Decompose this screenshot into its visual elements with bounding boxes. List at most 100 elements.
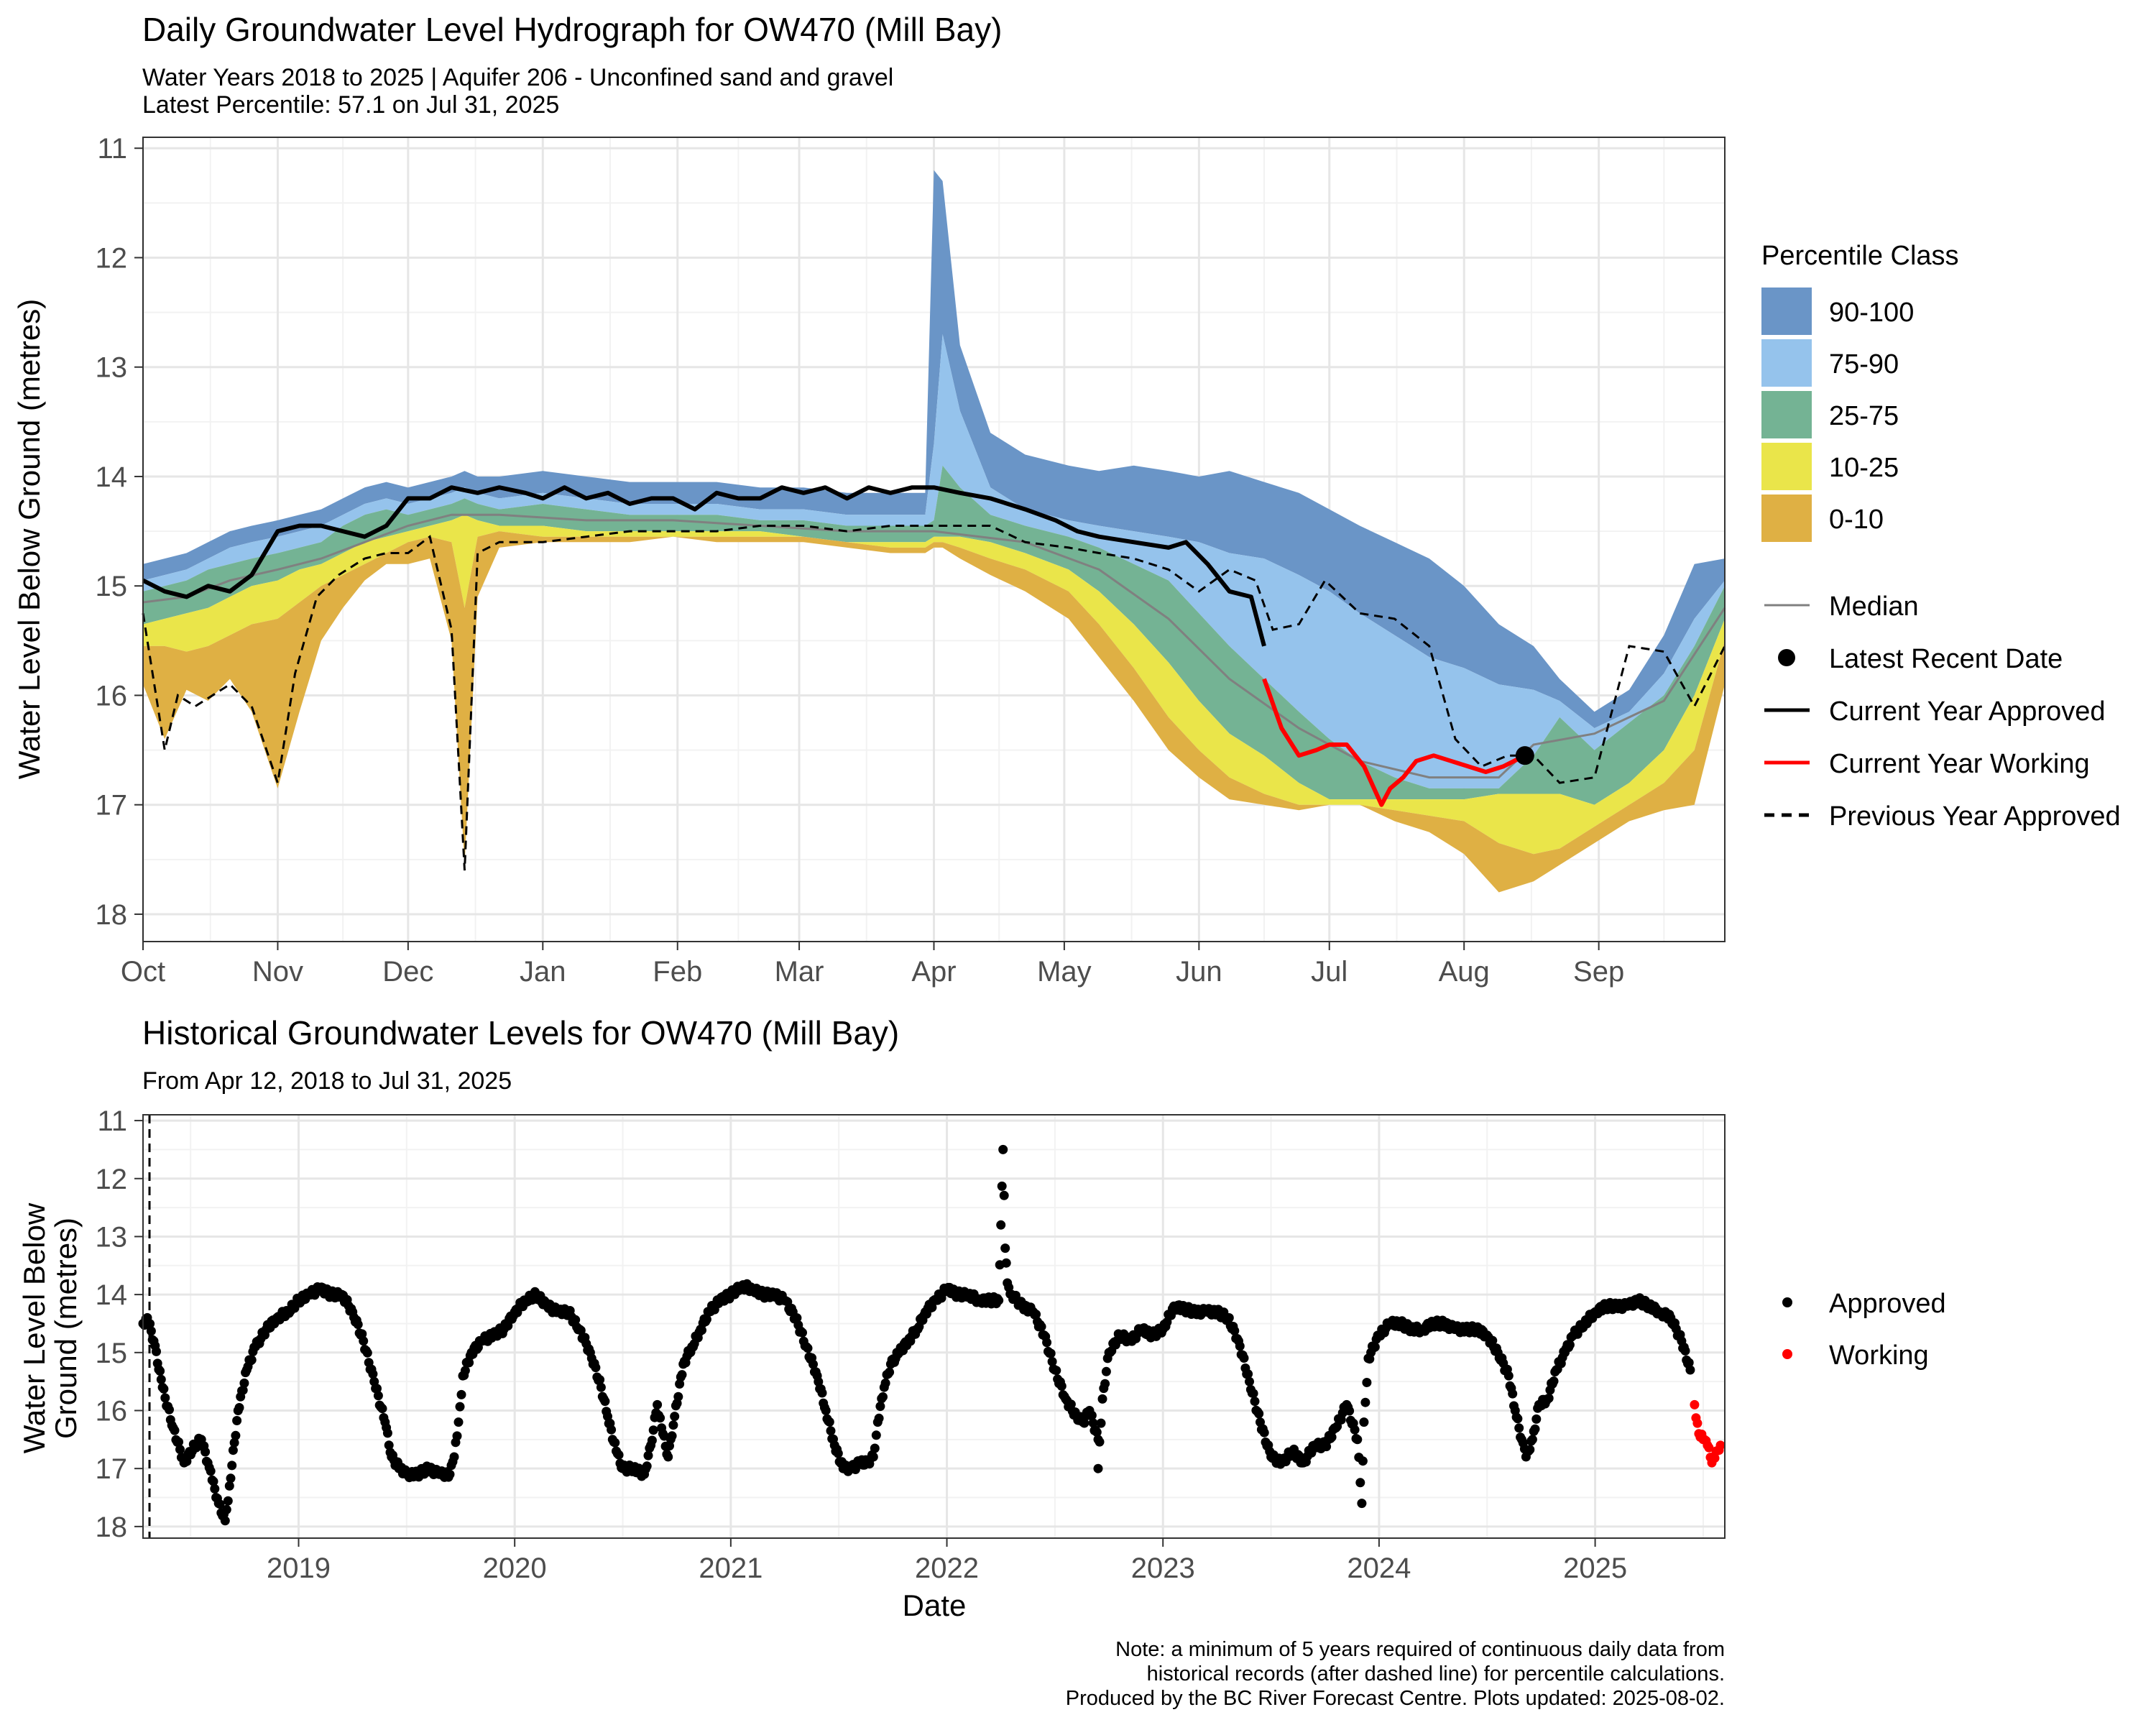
approved-point: [224, 1481, 234, 1491]
legend-label-10-25: 10-25: [1829, 453, 1899, 483]
approved-point: [229, 1438, 239, 1448]
footnote-line-3: Produced by the BC River Forecast Centre…: [1065, 1687, 1725, 1710]
legend-swatch-25-75: [1761, 391, 1812, 438]
hydrograph-panel: Oct Nov Dec Jan Feb Mar Apr May Jun Jul Aug Sep 111…: [12, 133, 1726, 988]
percentile-bands: [143, 170, 1725, 893]
approved-point: [1051, 1366, 1061, 1376]
approved-point: [228, 1445, 238, 1455]
approved-point: [1360, 1397, 1370, 1407]
y-tick-label: 18: [96, 1512, 128, 1543]
approved-point: [238, 1385, 248, 1395]
approved-point: [614, 1450, 624, 1460]
approved-point: [871, 1430, 881, 1440]
approved-point: [382, 1428, 392, 1438]
legend-label-75-90: 75-90: [1829, 349, 1899, 380]
hydrograph-y-axis-label: Water Level Below Ground (metres): [12, 299, 46, 779]
x-tick-label: Jan: [520, 956, 566, 988]
approved-point: [1680, 1346, 1690, 1356]
approved-point: [1230, 1326, 1240, 1335]
x-tick-label: Dec: [382, 956, 433, 988]
approved-point: [1513, 1414, 1523, 1424]
x-tick-label: Jul: [1311, 956, 1348, 988]
y-tick-label: 12: [96, 242, 128, 274]
approved-point: [1565, 1340, 1575, 1350]
approved-point: [1544, 1393, 1554, 1403]
working-point: [1715, 1440, 1726, 1450]
approved-point: [798, 1328, 807, 1338]
approved-point: [647, 1435, 657, 1445]
working-point: [1692, 1418, 1703, 1428]
approved-point: [170, 1425, 180, 1435]
approved-point: [1488, 1335, 1498, 1346]
approved-point: [1101, 1366, 1111, 1376]
approved-point: [160, 1393, 170, 1403]
x-tick-label: Nov: [252, 956, 303, 988]
x-tick-label: 2019: [267, 1552, 331, 1584]
approved-point: [1355, 1478, 1365, 1488]
approved-point: [1056, 1381, 1067, 1391]
approved-point: [1092, 1427, 1102, 1438]
approved-point: [667, 1431, 677, 1441]
approved-point: [1047, 1356, 1057, 1366]
approved-point: [455, 1402, 465, 1412]
approved-point: [792, 1313, 802, 1323]
legend-label-approved: Approved: [1829, 1289, 1946, 1319]
approved-point: [595, 1375, 605, 1385]
approved-point: [1000, 1243, 1010, 1254]
approved-point: [449, 1452, 459, 1462]
x-tick-label: Jun: [1176, 956, 1222, 988]
approved-point: [1549, 1376, 1559, 1386]
historical-y-axis: 11 12 13 14 15 16 17 18: [96, 1105, 143, 1543]
y-tick-label: 14: [96, 1279, 128, 1311]
footnote-line-1: Note: a minimum of 5 years required of c…: [1115, 1638, 1725, 1661]
median-line: [142, 513, 1726, 779]
approved-point: [220, 1516, 230, 1526]
approved-point: [1503, 1371, 1514, 1381]
legend-line-label: Previous Year Approved: [1829, 801, 2121, 832]
approved-point: [885, 1367, 895, 1377]
approved-point: [377, 1404, 387, 1414]
approved-point: [994, 1295, 1004, 1305]
x-tick-label: Oct: [121, 956, 165, 988]
approved-point: [1046, 1348, 1056, 1358]
x-tick-label: Aug: [1439, 956, 1490, 988]
approved-point: [1235, 1341, 1245, 1351]
approved-point: [215, 1499, 225, 1509]
approved-point: [208, 1476, 218, 1486]
approved-point: [1370, 1342, 1380, 1352]
historical-x-axis: 2019 2020 2021 2022 2023 2024 2025: [267, 1538, 1627, 1584]
legend-swatch-0-10: [1761, 494, 1812, 542]
approved-point: [1031, 1310, 1041, 1320]
approved-point: [1350, 1425, 1360, 1435]
current-year-approved-line: [142, 485, 1266, 647]
approved-point: [384, 1440, 394, 1450]
approved-point: [642, 1461, 652, 1471]
approved-point: [210, 1484, 220, 1494]
approved-point: [1087, 1410, 1097, 1420]
approved-point: [571, 1315, 581, 1325]
legend-key-working: [1782, 1349, 1792, 1359]
x-tick-label: 2022: [915, 1552, 979, 1584]
historical-plot-border: [142, 1114, 1726, 1539]
hydrograph-x-axis: Oct Nov Dec Jan Feb Mar Apr May Jun Jul Aug Sep: [121, 942, 1624, 988]
approved-point: [368, 1369, 378, 1379]
approved-point: [803, 1343, 813, 1353]
legend-line-label: Latest Recent Date: [1829, 644, 2063, 674]
y-tick-label: 14: [96, 461, 128, 493]
approved-point: [817, 1388, 827, 1398]
historical-x-axis-label: Date: [903, 1588, 967, 1622]
approved-point: [668, 1420, 678, 1430]
working-point: [1690, 1399, 1700, 1409]
y-tick-label: 18: [96, 899, 128, 931]
approved-point: [156, 1374, 166, 1384]
x-tick-label: Feb: [653, 956, 702, 988]
band-90-100: [143, 170, 1725, 729]
approved-point: [701, 1315, 711, 1325]
approved-point: [1239, 1353, 1249, 1363]
approved-point: [868, 1452, 878, 1462]
approved-point: [675, 1379, 685, 1389]
approved-point: [826, 1426, 836, 1436]
band-0-10: [143, 531, 1725, 893]
approved-point: [643, 1450, 653, 1460]
y-tick-label: 15: [96, 571, 128, 602]
